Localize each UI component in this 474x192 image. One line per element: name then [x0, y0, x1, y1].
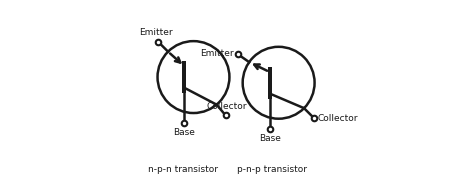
- Text: Base: Base: [173, 128, 195, 137]
- Text: Collector: Collector: [206, 102, 247, 111]
- Text: p-n-p transistor: p-n-p transistor: [237, 165, 307, 174]
- Text: Collector: Collector: [318, 114, 358, 123]
- Text: Emitter: Emitter: [139, 28, 173, 37]
- Text: Emitter: Emitter: [200, 50, 234, 59]
- Text: n-p-n transistor: n-p-n transistor: [148, 165, 218, 174]
- Text: Base: Base: [259, 134, 281, 143]
